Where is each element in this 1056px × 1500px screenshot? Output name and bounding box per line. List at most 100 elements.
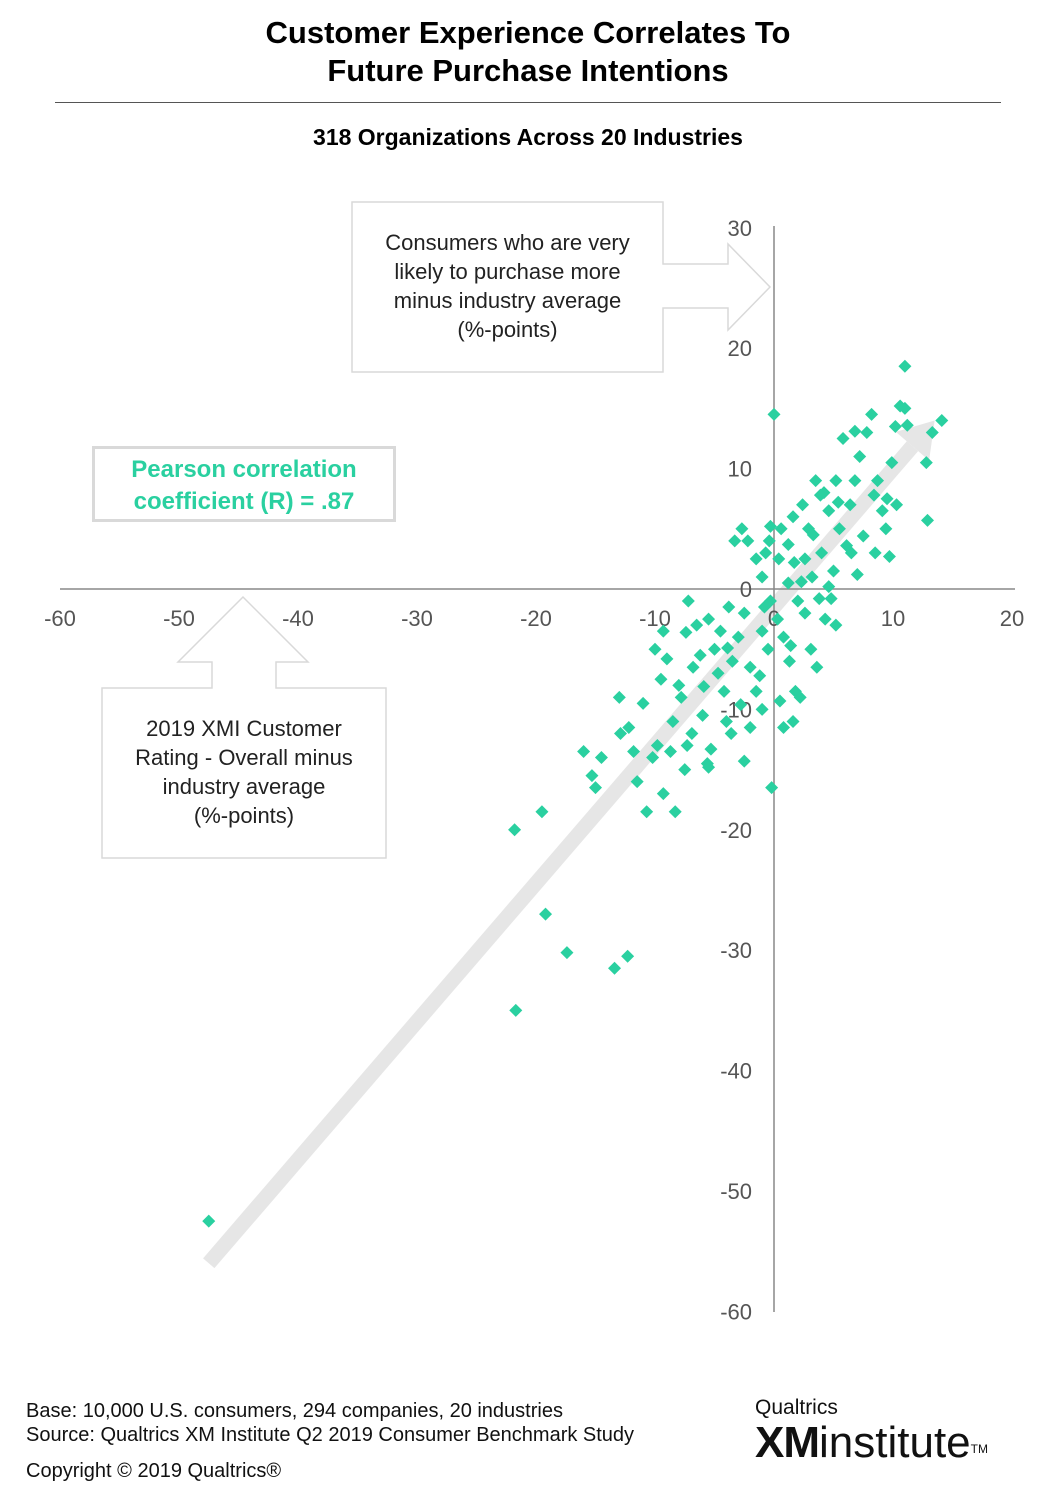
data-point <box>674 690 688 704</box>
data-point <box>717 684 731 698</box>
data-point <box>761 642 775 656</box>
data-point <box>832 522 846 536</box>
x-axis-callout-line: (%-points) <box>193 803 295 828</box>
data-point <box>731 630 745 644</box>
chart-subtitle: 318 Organizations Across 20 Industries <box>313 124 743 150</box>
data-point <box>875 504 889 518</box>
data-point <box>856 529 870 543</box>
x-axis-callout-text: 2019 XMI Customer Rating - Overall minus… <box>102 714 386 830</box>
data-point <box>898 359 912 373</box>
correlation-line: Pearson correlation <box>131 456 357 483</box>
chart-title-line-1: Customer Experience Correlates To <box>265 15 791 50</box>
x-axis-callout-arrow-box <box>101 595 387 859</box>
data-point <box>840 539 854 553</box>
data-point <box>650 739 664 753</box>
data-point <box>622 720 636 734</box>
data-point <box>719 714 733 728</box>
data-point <box>793 690 807 704</box>
data-point <box>804 642 818 656</box>
data-point <box>786 510 800 524</box>
y-tick-label: 30 <box>728 216 752 241</box>
data-point <box>755 624 769 638</box>
footer-source: Source: Qualtrics XM Institute Q2 2019 C… <box>26 1424 635 1446</box>
y-axis-callout-line: minus industry average <box>393 288 622 313</box>
data-point <box>763 519 777 533</box>
data-point <box>771 612 785 626</box>
data-point <box>880 492 894 506</box>
data-point <box>666 714 680 728</box>
data-point <box>646 751 660 765</box>
data-point <box>782 654 796 668</box>
data-point <box>781 576 795 590</box>
y-tick-label: -60 <box>720 1299 752 1324</box>
data-point <box>773 694 787 708</box>
data-point <box>921 513 935 527</box>
data-point <box>608 961 622 975</box>
data-point <box>794 575 808 589</box>
data-point <box>824 592 838 606</box>
y-tick-label: -30 <box>720 938 752 963</box>
data-point <box>685 726 699 740</box>
data-point <box>798 606 812 620</box>
data-point <box>757 600 771 614</box>
y-tick-label: -40 <box>720 1059 752 1084</box>
data-point <box>753 669 767 683</box>
data-point <box>711 666 725 680</box>
data-point <box>798 552 812 566</box>
data-point <box>636 696 650 710</box>
trend-arrow-head <box>895 420 935 461</box>
data-point <box>589 781 602 795</box>
y-tick-label: 0 <box>740 577 752 602</box>
data-point <box>805 570 819 584</box>
data-point <box>888 419 902 433</box>
y-axis-callout-text: Consumers who are very likely to purchas… <box>352 228 663 344</box>
data-point <box>735 522 749 536</box>
data-point <box>743 720 757 734</box>
data-point <box>697 680 711 694</box>
chart-title-line-2: Future Purchase Intentions <box>327 53 729 88</box>
x-tick-label: -30 <box>401 606 433 631</box>
data-point <box>809 474 823 488</box>
x-axis-callout-line: Rating - Overall minus <box>135 745 353 770</box>
data-point <box>885 456 899 470</box>
data-point <box>867 488 881 502</box>
data-point <box>725 654 739 668</box>
data-point <box>871 474 885 488</box>
data-point <box>822 504 836 518</box>
data-point <box>679 625 693 639</box>
data-point <box>813 488 827 502</box>
data-point <box>836 432 850 445</box>
data-point <box>796 498 810 512</box>
data-point <box>812 592 826 606</box>
data-point <box>755 570 769 584</box>
data-point <box>741 534 755 548</box>
logo-qualtrics-text: Qualtrics <box>755 1396 838 1419</box>
y-tick-label: 20 <box>728 336 752 361</box>
data-point <box>882 549 896 563</box>
data-point <box>759 546 773 560</box>
x-tick-label: 10 <box>881 606 905 631</box>
data-point <box>627 745 641 759</box>
data-point <box>722 600 736 614</box>
data-point <box>539 907 553 921</box>
xm-institute-logo: XMinstituteTM <box>755 1418 988 1468</box>
title-divider <box>55 102 1001 103</box>
data-point <box>660 652 674 666</box>
data-point <box>663 745 677 759</box>
data-point <box>696 708 710 722</box>
data-point <box>898 401 912 415</box>
callout-shapes <box>101 201 772 859</box>
data-point <box>704 742 718 756</box>
y-tick-label: 10 <box>728 457 752 482</box>
data-point <box>721 641 735 655</box>
logo-trademark: TM <box>970 1442 988 1456</box>
data-point <box>784 639 798 653</box>
data-point <box>900 418 914 432</box>
data-point <box>749 552 763 566</box>
data-point <box>680 739 694 753</box>
data-point <box>831 495 845 509</box>
data-point <box>848 474 862 488</box>
correlation-line: coefficient (R) = .87 <box>133 488 355 515</box>
y-axis-callout-line: likely to purchase more <box>394 259 621 284</box>
y-axis-callout-arrow-box <box>351 201 772 373</box>
